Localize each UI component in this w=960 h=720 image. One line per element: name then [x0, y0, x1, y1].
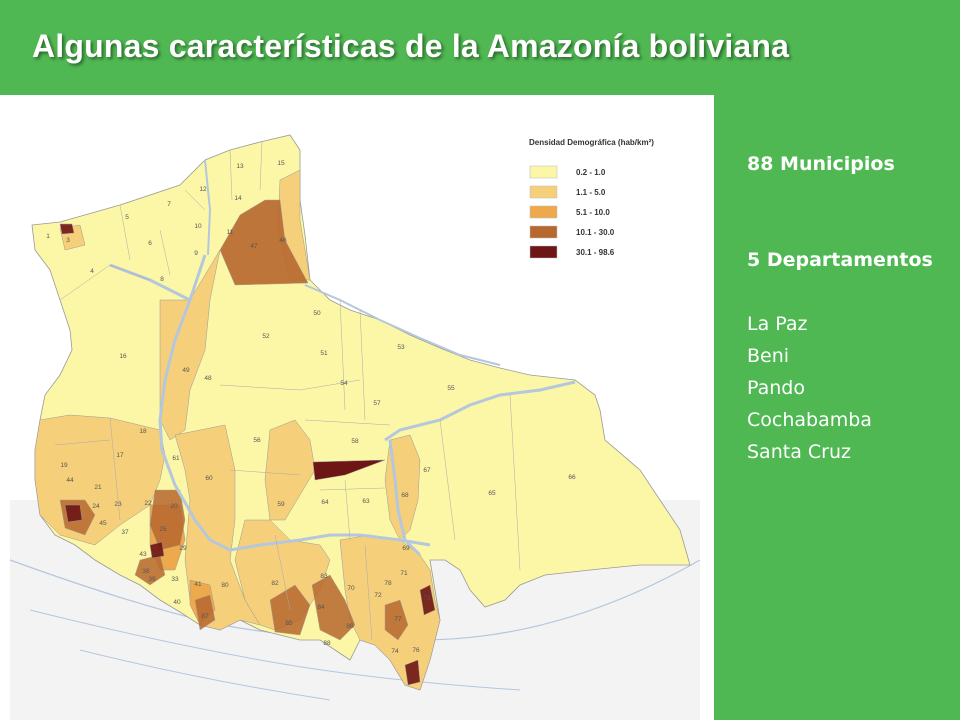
mun-label-53: 53	[397, 344, 405, 351]
mun-label-16: 16	[119, 353, 127, 360]
mun-label-80: 80	[221, 582, 229, 589]
mun-label-60: 60	[205, 475, 213, 482]
department-pando: Pando	[747, 377, 805, 399]
mun-label-68: 68	[401, 492, 409, 499]
mun-label-19: 19	[60, 462, 68, 469]
legend-label-3: 5.1 - 10.0	[576, 208, 610, 217]
mun-label-7: 7	[167, 201, 171, 208]
slide-title: Algunas características de la Amazonía b…	[32, 28, 790, 64]
mun-label-20: 20	[170, 503, 178, 510]
mun-label-10: 10	[194, 223, 202, 230]
mun-label-25: 25	[159, 526, 167, 533]
mun-label-86: 86	[346, 623, 354, 630]
mun-label-9: 9	[194, 250, 198, 257]
mun-label-49: 49	[182, 367, 190, 374]
legend-label-1: 0.2 - 1.0	[576, 168, 606, 177]
mun-label-57: 57	[373, 400, 381, 407]
municipality-labels: 1 3 4 5 6 7 8 9 10 11 12 13 14 15 16 17 …	[46, 160, 576, 655]
mun-label-58: 58	[351, 438, 359, 445]
title-bar: Algunas características de la Amazonía b…	[0, 0, 960, 95]
mun-label-77: 77	[394, 616, 402, 623]
mun-label-18: 18	[139, 428, 147, 435]
legend-title: Densidad Demográfica (hab/km²)	[529, 138, 654, 147]
mun-label-39: 39	[148, 576, 156, 583]
mun-label-13: 13	[236, 163, 244, 170]
mun-label-74: 74	[391, 648, 399, 655]
mun-label-48: 48	[204, 375, 212, 382]
mun-label-78: 78	[384, 580, 392, 587]
mun-label-33: 33	[171, 576, 179, 583]
departamentos-count: 5 Departamentos	[747, 249, 933, 271]
mun-label-24: 24	[92, 503, 100, 510]
department-cochabamba: Cochabamba	[747, 409, 872, 431]
legend-swatch-3	[529, 205, 558, 219]
mun-label-8: 8	[160, 276, 164, 283]
mun-label-21: 21	[94, 484, 102, 491]
mun-label-14: 14	[234, 195, 242, 202]
mun-label-3: 3	[66, 237, 70, 244]
mun-label-55: 55	[447, 385, 455, 392]
mun-label-47: 47	[250, 243, 258, 250]
department-la-paz: La Paz	[747, 313, 808, 335]
mun-label-1: 1	[46, 233, 50, 240]
legend-swatch-2	[529, 185, 558, 199]
mun-label-64: 64	[321, 499, 329, 506]
mun-label-51: 51	[320, 350, 328, 357]
map-panel: 1 3 4 5 6 7 8 9 10 11 12 13 14 15 16 17 …	[0, 95, 714, 720]
municipios-count: 88 Municipios	[747, 153, 895, 175]
mun-label-59: 59	[277, 501, 285, 508]
mun-label-38: 38	[142, 568, 150, 575]
mun-label-37: 37	[121, 529, 129, 536]
mun-label-17: 17	[116, 452, 124, 459]
mun-label-41: 41	[194, 581, 202, 588]
mun-label-50: 50	[313, 310, 321, 317]
mun-label-83: 83	[320, 573, 328, 580]
legend-swatch-1	[529, 165, 558, 179]
mun-label-85: 85	[285, 620, 293, 627]
mun-label-5: 5	[125, 214, 129, 221]
legend-label-2: 1.1 - 5.0	[576, 188, 606, 197]
mun-label-67: 67	[423, 467, 431, 474]
mun-label-66: 66	[568, 474, 576, 481]
mun-label-69: 69	[402, 545, 410, 552]
mun-label-76: 76	[412, 647, 420, 654]
mun-label-61: 61	[172, 455, 180, 462]
mun-label-65: 65	[488, 490, 496, 497]
mun-label-70: 70	[347, 585, 355, 592]
mun-label-11: 11	[227, 229, 234, 236]
mun-label-45: 45	[99, 520, 107, 527]
mun-label-29: 29	[179, 545, 187, 552]
info-panel: 88 Municipios 5 Departamentos La Paz Ben…	[714, 95, 960, 720]
mun-label-71: 71	[400, 570, 408, 577]
density-map: 1 3 4 5 6 7 8 9 10 11 12 13 14 15 16 17 …	[0, 95, 714, 720]
mun-label-15: 15	[277, 160, 285, 167]
department-santa-cruz: Santa Cruz	[747, 441, 851, 463]
mun-label-44: 44	[66, 477, 74, 484]
mun-label-54: 54	[340, 380, 348, 387]
department-beni: Beni	[747, 345, 790, 367]
mun-label-23: 23	[114, 501, 122, 508]
mun-label-40: 40	[173, 599, 181, 606]
department-boundary	[158, 254, 431, 552]
legend-swatch-5	[529, 245, 558, 259]
mun-label-46: 46	[279, 237, 287, 244]
mun-label-6: 6	[148, 240, 152, 247]
mun-label-73: 73	[423, 595, 431, 602]
mun-label-52: 52	[262, 333, 270, 340]
legend-label-4: 10.1 - 30.0	[576, 228, 615, 237]
legend-label-5: 30.1 - 98.6	[576, 248, 615, 257]
mun-label-56: 56	[253, 437, 261, 444]
mun-label-4: 4	[90, 268, 94, 275]
mun-label-82: 82	[271, 580, 279, 587]
mun-label-12: 12	[199, 186, 207, 193]
mun-label-43: 43	[139, 551, 147, 558]
mun-label-22: 22	[144, 500, 152, 507]
mun-label-72: 72	[374, 592, 382, 599]
legend-swatch-4	[529, 225, 558, 239]
mun-label-88: 88	[323, 640, 331, 647]
map-legend: Densidad Demográfica (hab/km²) 0.2 - 1.0…	[529, 138, 654, 259]
mun-label-84: 84	[317, 604, 325, 611]
mun-label-63: 63	[362, 498, 370, 505]
mun-label-87: 87	[201, 613, 209, 620]
